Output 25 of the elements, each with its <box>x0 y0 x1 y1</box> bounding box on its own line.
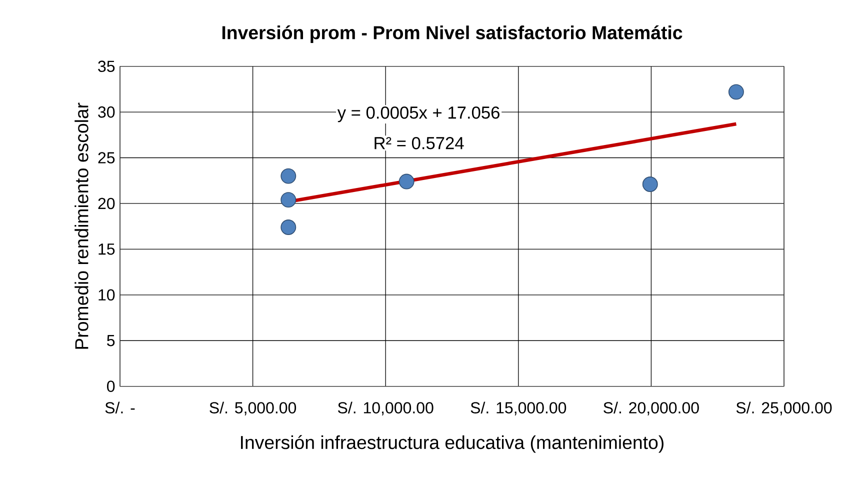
y-tick-label: 0 <box>107 380 115 392</box>
y-axis-title: Promedio rendimiento escolar <box>74 102 88 349</box>
y-tick-label: 10 <box>98 289 115 301</box>
y-tick-label: 30 <box>98 106 115 118</box>
annotation: R² = 0.5724 <box>374 137 464 150</box>
x-tick-label: S/. 15,000.00 <box>470 402 566 416</box>
point <box>280 168 296 184</box>
x-tick-label: S/. 10,000.00 <box>338 402 434 416</box>
x-axis-title: Inversión infraestructura educativa (mantenimiento) <box>241 435 664 453</box>
point <box>642 176 658 192</box>
y-tick-label: 25 <box>98 152 115 164</box>
chart-title: Inversión prom - Prom Nivel satisfactorio Matemátic <box>222 25 682 43</box>
y-tick-label: 20 <box>98 198 115 210</box>
x-tick-label: S/. 20,000.00 <box>604 402 699 416</box>
point <box>398 174 414 190</box>
y-tick-label: 35 <box>98 60 115 72</box>
x-tick-label: S/. 5,000.00 <box>210 402 296 416</box>
x-tick-label: S/. 25,000.00 <box>736 402 832 416</box>
y-tick-label: 5 <box>107 335 115 346</box>
annotation: y = 0.0005x + 17.056 <box>337 106 500 122</box>
y-tick-label: 15 <box>98 244 115 255</box>
x-tick-label: S/. - <box>105 402 135 414</box>
point <box>728 84 744 100</box>
point <box>280 220 296 235</box>
point <box>280 192 296 208</box>
